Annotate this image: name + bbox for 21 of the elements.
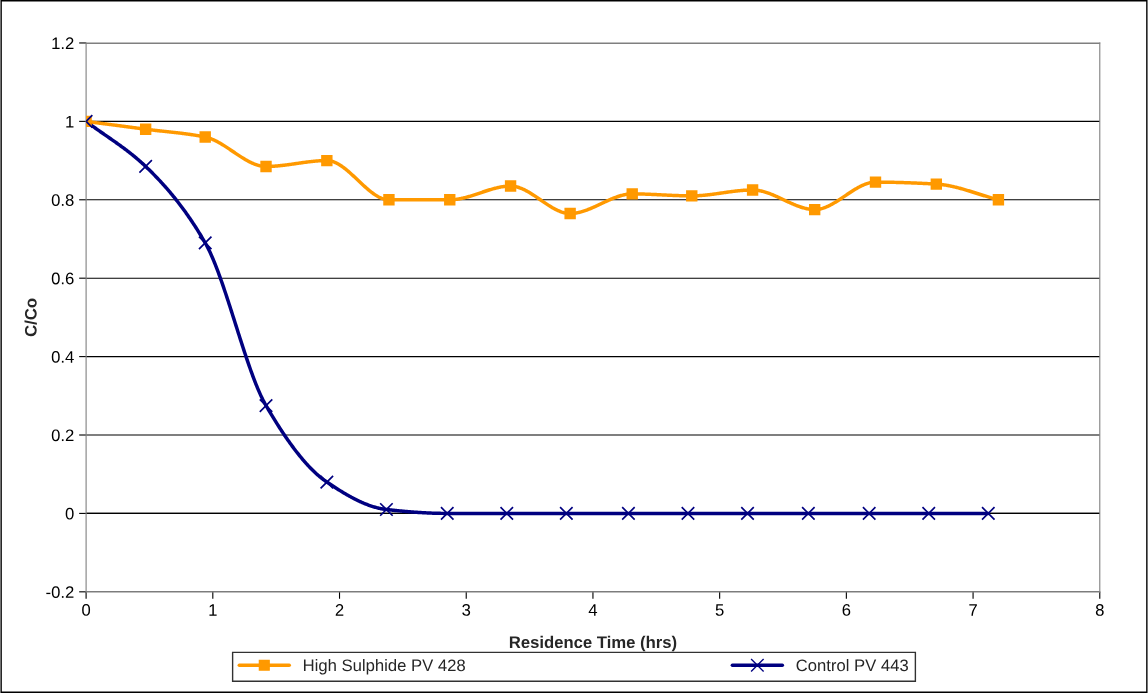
x-tick-label: 6	[842, 604, 851, 616]
y-axis-title: C/Co	[24, 298, 37, 337]
y-tick-label: -0.2	[46, 586, 74, 599]
x-tick-label: 5	[715, 604, 724, 616]
legend-label: High Sulphide PV 428	[303, 659, 465, 675]
x-tick-label: 1	[209, 604, 217, 616]
y-tick-label: 0.8	[51, 194, 74, 206]
x-tick-label: 2	[335, 604, 344, 616]
y-tick-label: 1.2	[52, 37, 74, 50]
legend-label: Control PV 443	[796, 659, 908, 672]
y-tick-label: 0.4	[51, 351, 74, 363]
y-tick-label: 0	[65, 507, 74, 520]
x-tick-label: 8	[1095, 604, 1104, 616]
x-tick-label: 7	[969, 604, 977, 616]
x-tick-label: 0	[82, 604, 91, 616]
x-tick-label: 3	[462, 604, 471, 616]
y-tick-label: 1	[66, 115, 74, 128]
y-tick-label: 0.2	[51, 429, 74, 442]
y-tick-label: 0.6	[51, 272, 74, 285]
x-axis-title: Residence Time (hrs)	[509, 635, 677, 652]
x-tick-label: 4	[588, 604, 598, 616]
